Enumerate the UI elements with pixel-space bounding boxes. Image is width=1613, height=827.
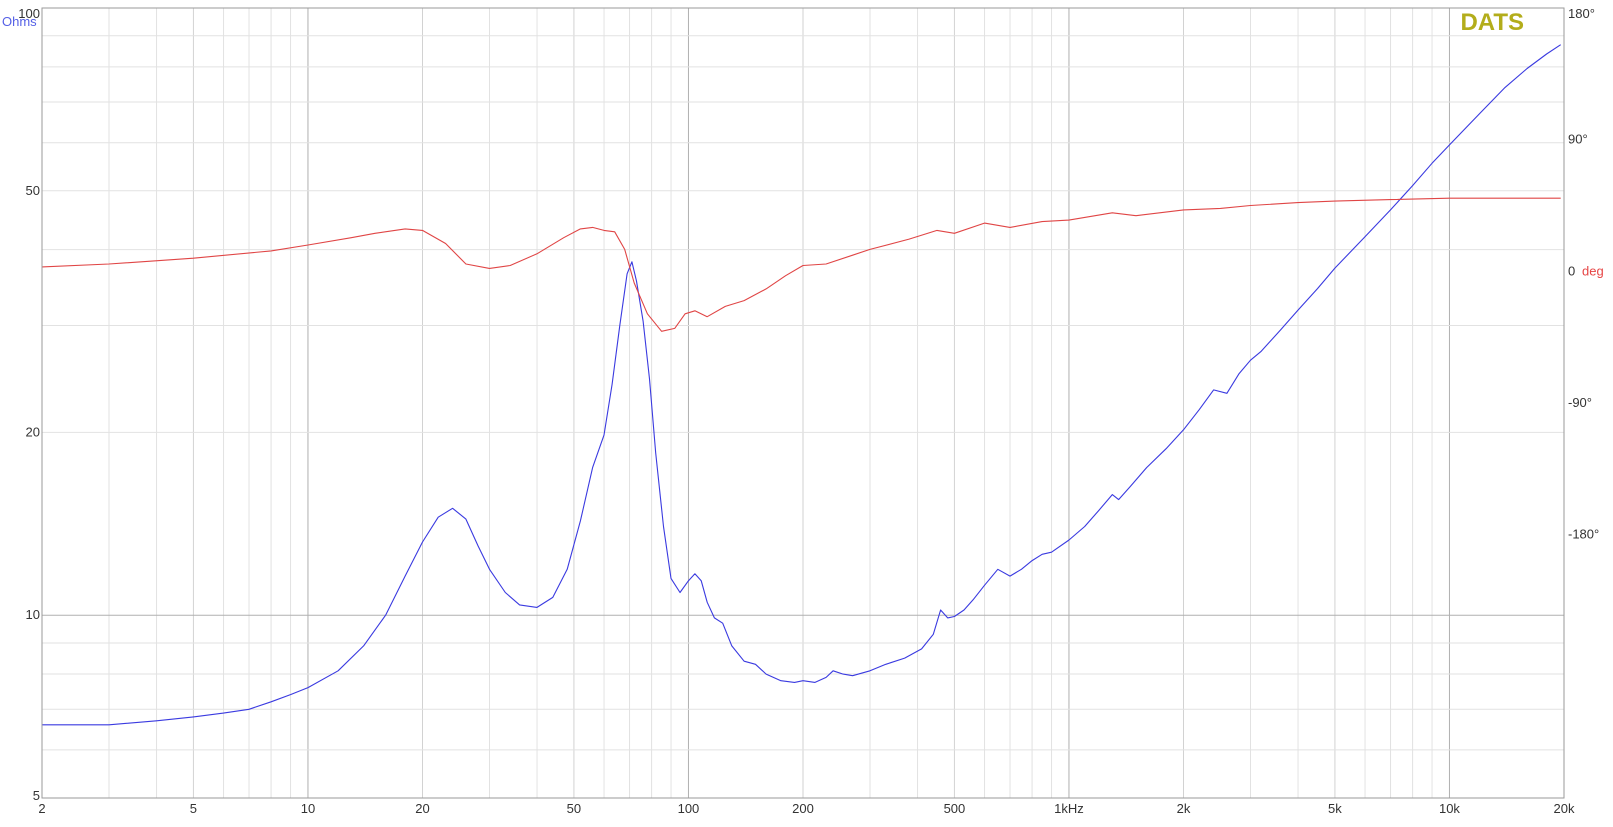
dats-logo: DATS xyxy=(1460,9,1524,36)
plot-frame xyxy=(41,7,1565,799)
y-left-tick-label: 5 xyxy=(33,788,40,803)
x-tick-label: 2k xyxy=(1177,801,1191,816)
y-right-tick-label: 0 xyxy=(1568,263,1575,278)
x-tick-label: 20 xyxy=(415,801,429,816)
y-left-tick-label: 10 xyxy=(26,607,40,622)
impedance-curve xyxy=(42,44,1562,726)
x-tick-label: 10 xyxy=(301,801,315,816)
x-tick-label: 20k xyxy=(1554,801,1575,816)
x-tick-label: 500 xyxy=(944,801,966,816)
x-tick-label: 2 xyxy=(38,801,45,816)
phase-curve xyxy=(41,197,1561,332)
y-left-tick-label: 20 xyxy=(26,424,40,439)
x-tick-label: 100 xyxy=(678,801,700,816)
tick-labels: 2 5 10 20 50 100 200 500 1kHz 2k 5k 10k 20k100502010… xyxy=(18,6,1603,816)
x-tick-label: 5 xyxy=(190,801,197,816)
series-layer xyxy=(41,44,1562,726)
x-tick-label: 1kHz xyxy=(1054,801,1084,816)
x-tick-label: 50 xyxy=(567,801,581,816)
y-left-tick-label: 50 xyxy=(26,183,40,198)
y-right-tick-label: -180° xyxy=(1568,527,1599,542)
x-tick-label: 10k xyxy=(1439,801,1460,816)
x-tick-label: 200 xyxy=(792,801,814,816)
y-right-tick-label: -90° xyxy=(1568,395,1592,410)
y-right-tick-label: 90° xyxy=(1568,132,1588,147)
x-tick-label: 5k xyxy=(1328,801,1342,816)
y-right-tick-label: 180° xyxy=(1568,6,1595,21)
grid xyxy=(41,7,1565,799)
y-left-tick-label: 100 xyxy=(18,6,40,21)
y-axis-label-ohms: Ohms xyxy=(2,14,37,29)
y-right-unit-label: deg xyxy=(1582,263,1604,278)
